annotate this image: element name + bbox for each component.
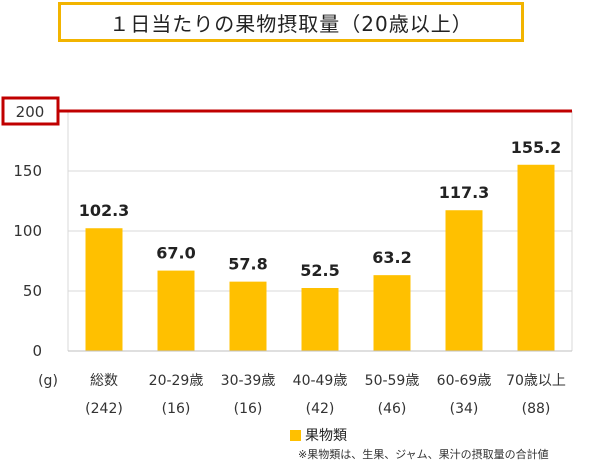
bar <box>157 270 195 351</box>
legend-label: 果物類 <box>305 428 347 444</box>
y-tick-label: 0 <box>32 342 42 360</box>
legend: 果物類 <box>290 425 347 445</box>
sample-size-label: (16) <box>162 401 191 417</box>
x-tick-label: 70歳以上 <box>506 373 566 389</box>
reference-label: 200 <box>16 103 45 121</box>
y-tick-label: 100 <box>13 222 42 240</box>
x-tick-label: 50-59歳 <box>365 373 420 389</box>
sample-size-label: (242) <box>85 401 123 417</box>
x-tick-label: 30-39歳 <box>221 373 276 389</box>
y-tick-label: 50 <box>23 282 42 300</box>
data-label: 117.3 <box>439 183 490 202</box>
data-label: 52.5 <box>300 261 339 280</box>
bar <box>517 164 555 351</box>
footnote: ※果物類は、生果、ジャム、果汁の摂取量の合計値 <box>298 448 549 461</box>
data-label: 155.2 <box>511 138 562 157</box>
bar <box>229 281 267 351</box>
x-tick-label: 20-29歳 <box>149 373 204 389</box>
data-label: 63.2 <box>372 248 411 267</box>
sample-size-label: (34) <box>450 401 479 417</box>
bar <box>301 288 339 351</box>
x-tick-label: 40-49歳 <box>293 373 348 389</box>
x-tick-label: 総数 <box>90 373 118 389</box>
legend-swatch <box>290 429 301 441</box>
sample-size-label: (46) <box>378 401 407 417</box>
reference-label-box <box>1 96 60 126</box>
sample-size-label: (42) <box>306 401 335 417</box>
data-label: 67.0 <box>156 244 195 263</box>
data-label: 102.3 <box>79 201 130 220</box>
sample-size-label: (88) <box>522 401 551 417</box>
data-label: 57.8 <box>228 255 267 274</box>
bar <box>85 228 123 351</box>
bar <box>373 275 411 351</box>
y-tick-label: 150 <box>13 162 42 180</box>
sample-size-label: (16) <box>234 401 263 417</box>
chart-title: １日当たりの果物摂取量（20歳以上） <box>58 2 524 42</box>
x-tick-label: 60-69歳 <box>437 373 492 389</box>
bar <box>445 210 483 351</box>
unit-label: (g) <box>38 373 58 389</box>
